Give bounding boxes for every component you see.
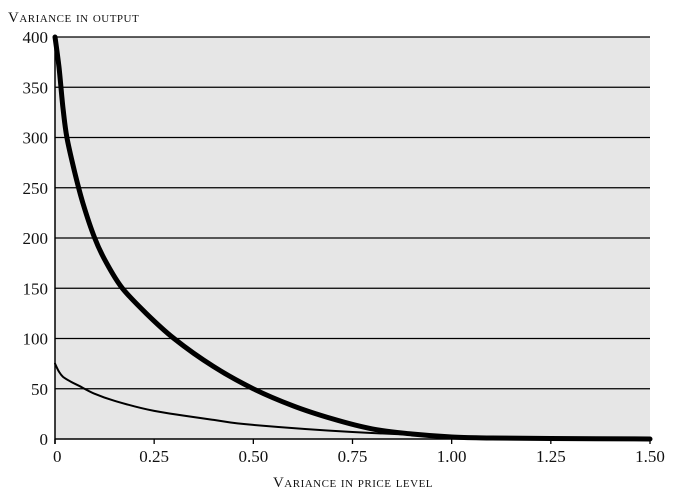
- y-axis-title: Variance in output: [8, 10, 139, 26]
- x-tick-label: 1.50: [635, 447, 665, 466]
- x-tick-labels: 0 0.25 0.50 0.75 1.00 1.25 1.50: [53, 447, 665, 466]
- y-tick-label: 150: [23, 279, 49, 298]
- x-tick-label: 0: [53, 447, 62, 466]
- y-tick-label: 200: [23, 229, 49, 248]
- x-tick-label: 1.00: [437, 447, 467, 466]
- y-tick-label: 100: [23, 330, 49, 349]
- series-lines: [52, 34, 653, 442]
- y-tick-label: 50: [31, 380, 48, 399]
- grid-lines: [55, 36, 650, 390]
- y-tick-label: 300: [23, 129, 49, 148]
- y-tick-label: 250: [23, 179, 49, 198]
- x-tick-label: 0.25: [139, 447, 169, 466]
- y-tick-label: 400: [23, 28, 49, 47]
- x-tick-label: 1.25: [536, 447, 566, 466]
- y-tick-labels: 0 50 100 150 200 250 300 350 400: [23, 28, 49, 449]
- x-axis-title: Variance in price level: [273, 475, 433, 491]
- x-tick-label: 0.50: [238, 447, 268, 466]
- x-tick-label: 0.75: [338, 447, 368, 466]
- y-tick-label: 0: [40, 430, 49, 449]
- y-tick-label: 350: [23, 78, 49, 97]
- series-line-thin: [54, 362, 651, 440]
